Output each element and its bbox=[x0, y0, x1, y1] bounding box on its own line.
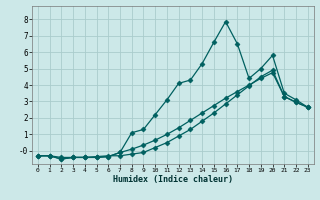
X-axis label: Humidex (Indice chaleur): Humidex (Indice chaleur) bbox=[113, 175, 233, 184]
